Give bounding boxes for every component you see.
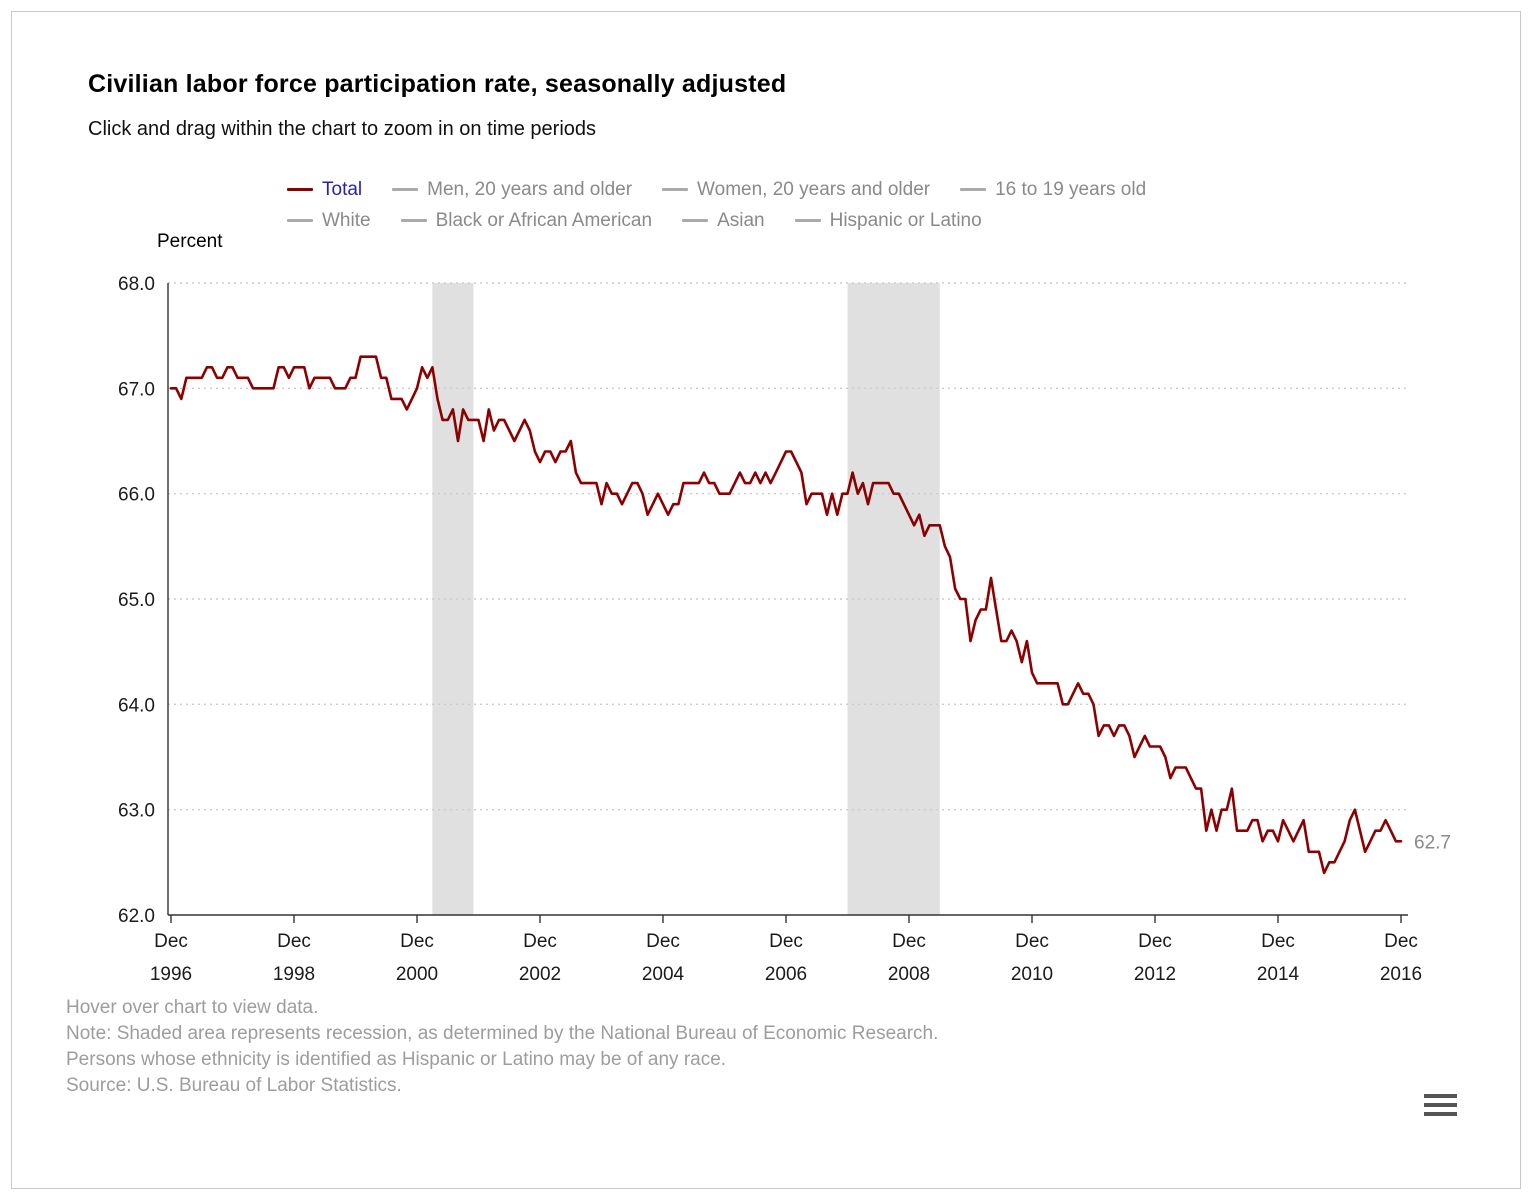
legend-item-black-or-african-american[interactable]: Black or African American [400, 209, 653, 232]
menu-bar [1424, 1103, 1457, 1107]
legend-item-label: Men, 20 years and older [427, 178, 633, 200]
x-tick-label-month: Dec [154, 931, 188, 952]
x-tick-label-year: 2004 [642, 964, 685, 985]
menu-bar [1424, 1112, 1457, 1116]
x-tick-label-month: Dec [1015, 931, 1049, 952]
x-tick-label-month: Dec [1384, 931, 1418, 952]
footer-note: Hover over chart to view data. [66, 997, 319, 1018]
legend-item-label: Hispanic or Latino [829, 209, 982, 231]
legend-item-label: Asian [717, 209, 765, 231]
y-tick-label: 63.0 [118, 801, 155, 822]
series-dash-icon [287, 188, 313, 191]
chart-subtitle: Click and drag within the chart to zoom … [88, 118, 597, 140]
x-tick-label-month: Dec [1138, 931, 1172, 952]
legend: Total Men, 20 years and older Women, 20 ye… [287, 174, 1146, 236]
x-tick-label-month: Dec [892, 931, 926, 952]
legend-row: White Black or African American Asian Hispa… [287, 205, 1146, 236]
legend-item-white[interactable]: White [287, 210, 371, 232]
x-tick-label-year: 2006 [765, 964, 807, 985]
menu-bar [1424, 1094, 1457, 1098]
x-tick-label-year: 2002 [519, 964, 561, 985]
y-tick-label: 67.0 [118, 379, 155, 400]
x-tick-label-year: 2016 [1380, 964, 1422, 985]
legend-item-asian[interactable]: Asian [682, 210, 765, 232]
legend-item-men-20-years-and-older[interactable]: Men, 20 years and older [392, 179, 632, 201]
legend-item-label: 16 to 19 years old [995, 178, 1147, 200]
legend-item-label: Black or African American [435, 209, 653, 231]
y-tick-label: 65.0 [118, 590, 155, 611]
total-series-line [169, 355, 1403, 875]
legend-item-16-to-19-years-old[interactable]: 16 to 19 years old [960, 179, 1146, 201]
x-tick-label-month: Dec [400, 931, 434, 952]
footer-notes: Hover over chart to view data. Note: Shad… [66, 995, 938, 1099]
y-tick-label: 62.0 [118, 906, 155, 927]
series-dash-icon [682, 219, 709, 222]
legend-item-total[interactable]: Total [287, 179, 362, 201]
legend-item-hispanic-or-latino[interactable]: Hispanic or Latino [794, 209, 982, 232]
footer-note: Note: Shaded area represents recession, … [66, 1023, 939, 1044]
y-tick-label: 68.0 [118, 274, 155, 295]
y-tick-label: 64.0 [118, 695, 155, 716]
legend-item-label: White [322, 209, 371, 231]
legend-item-label: Women, 20 years and older [697, 178, 931, 200]
x-tick-label-year: 2012 [1134, 964, 1176, 985]
series-dash-icon [392, 188, 419, 191]
x-tick-label-month: Dec [523, 931, 557, 952]
series-dash-icon [794, 219, 821, 222]
series-dash-icon [400, 219, 427, 222]
series-dash-icon [662, 188, 689, 191]
x-tick-label-year: 2010 [1011, 964, 1053, 985]
footer-note: Source: U.S. Bureau of Labor Statistics. [66, 1075, 402, 1096]
x-tick-label-year: 1998 [273, 964, 315, 985]
series-dash-icon [960, 188, 987, 191]
y-tick-label: 66.0 [118, 485, 155, 506]
footer-note: Persons whose ethnicity is identified as… [66, 1049, 727, 1070]
x-tick-label-month: Dec [1261, 931, 1295, 952]
x-tick-label-year: 2000 [396, 964, 438, 985]
chart-title: Civilian labor force participation rate,… [88, 70, 787, 98]
legend-item-label: Total [322, 178, 363, 200]
x-tick-label-month: Dec [646, 931, 680, 952]
x-tick-label-month: Dec [277, 931, 311, 952]
last-value-label: 62.7 [1414, 832, 1451, 853]
legend-item-women-20-years-and-older[interactable]: Women, 20 years and older [662, 179, 930, 201]
x-tick-label-year: 1996 [150, 964, 192, 985]
chart-context-menu-icon[interactable] [1424, 1094, 1457, 1121]
x-tick-label-year: 2014 [1257, 964, 1300, 985]
y-axis-title: Percent [157, 231, 223, 252]
x-tick-label-year: 2008 [888, 964, 930, 985]
series-dash-icon [287, 219, 313, 222]
legend-row: Total Men, 20 years and older Women, 20 ye… [287, 174, 1146, 205]
x-tick-label-month: Dec [769, 931, 803, 952]
